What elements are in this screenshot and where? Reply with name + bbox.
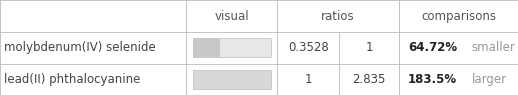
- Text: ratios: ratios: [321, 10, 355, 23]
- Text: comparisons: comparisons: [421, 10, 496, 23]
- Bar: [193, 38, 220, 57]
- Text: 64.72%: 64.72%: [408, 42, 457, 54]
- Bar: [193, 38, 271, 57]
- Text: smaller: smaller: [471, 42, 515, 54]
- Text: lead(II) phthalocyanine: lead(II) phthalocyanine: [4, 73, 140, 86]
- Text: 0.3528: 0.3528: [288, 42, 328, 54]
- Text: 2.835: 2.835: [352, 73, 386, 86]
- Text: 1: 1: [365, 42, 373, 54]
- Text: visual: visual: [214, 10, 249, 23]
- Text: larger: larger: [471, 73, 507, 86]
- Text: molybdenum(IV) selenide: molybdenum(IV) selenide: [4, 42, 156, 54]
- Bar: [193, 70, 271, 89]
- Text: 183.5%: 183.5%: [408, 73, 457, 86]
- Text: 1: 1: [305, 73, 312, 86]
